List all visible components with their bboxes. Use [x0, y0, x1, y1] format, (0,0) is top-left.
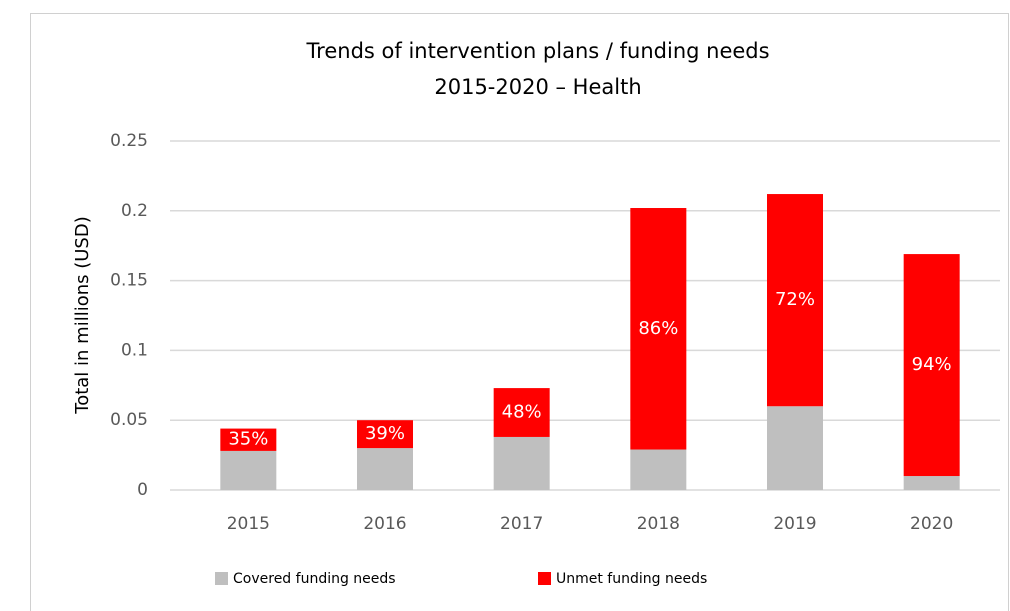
chart-frame	[30, 13, 1009, 611]
x-tick-label: 2020	[910, 514, 953, 534]
share-label: 86%	[638, 318, 678, 339]
bar-segment	[493, 436, 550, 490]
y-tick-label: 0.05	[110, 410, 148, 430]
y-tick-label: 0.15	[110, 271, 148, 291]
bar-segment	[903, 476, 960, 490]
chart-title: Trends of intervention plans / funding n…	[305, 39, 769, 63]
legend-swatch	[215, 572, 228, 585]
bar-segment	[903, 254, 960, 477]
x-tick-label: 2018	[637, 514, 680, 534]
share-label: 94%	[912, 354, 952, 375]
y-tick-label: 0.25	[110, 131, 148, 151]
share-label: 48%	[502, 402, 542, 423]
y-axis-label: Total in millions (USD)	[72, 216, 93, 414]
y-tick-label: 0.2	[121, 201, 148, 221]
legend-label: Covered funding needs	[233, 571, 396, 587]
x-tick-label: 2015	[227, 514, 270, 534]
share-label: 35%	[228, 429, 268, 450]
legend-label: Unmet funding needs	[556, 571, 707, 587]
y-tick-label: 0	[137, 480, 148, 500]
x-tick-label: 2016	[363, 514, 406, 534]
bar-segment	[493, 388, 550, 437]
chart-subtitle: 2015-2020 – Health	[434, 75, 641, 99]
y-tick-label: 0.1	[121, 340, 148, 360]
bar-segment	[767, 194, 823, 407]
x-tick-label: 2019	[773, 514, 816, 534]
bar-segment	[357, 448, 413, 490]
share-label: 72%	[775, 289, 815, 310]
bar-segment	[767, 406, 823, 490]
legend-swatch	[538, 572, 551, 585]
bar-segment	[357, 420, 413, 449]
bar-segment	[220, 428, 277, 451]
share-label: 39%	[365, 423, 405, 444]
bar-segment	[630, 208, 687, 450]
bar-segment	[220, 450, 277, 490]
x-tick-label: 2017	[500, 514, 543, 534]
bar-segment	[630, 449, 687, 490]
